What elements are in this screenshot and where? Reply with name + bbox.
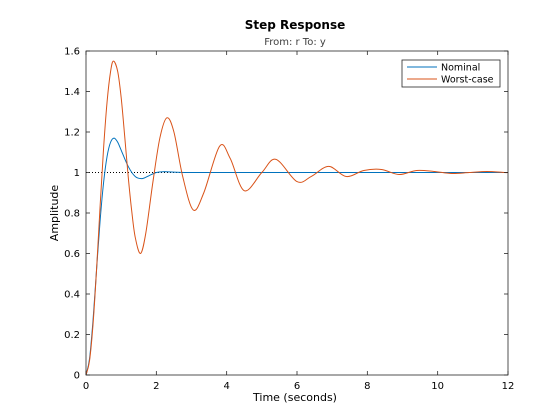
y-tick-label: 1.2 — [64, 128, 80, 139]
chart-subtitle: From: r To: y — [264, 37, 326, 48]
x-tick-label: 4 — [223, 381, 229, 392]
plot-area — [86, 51, 508, 375]
x-axis-label: Time (seconds) — [252, 391, 337, 404]
series-line-nominal — [85, 137, 508, 376]
y-tick-label: 0.2 — [64, 330, 80, 341]
y-tick-label: 1.6 — [64, 47, 80, 58]
y-tick-label: 0.4 — [64, 290, 80, 301]
x-tick-label: 2 — [153, 381, 159, 392]
y-tick-label: 1.4 — [64, 87, 80, 98]
x-tick-label: 6 — [294, 381, 300, 392]
legend-label-worst-case: Worst-case — [441, 75, 494, 86]
legend-label-nominal: Nominal — [441, 63, 480, 74]
x-tick-label: 0 — [83, 381, 89, 392]
y-tick-label: 0 — [74, 371, 80, 382]
y-tick-label: 0.8 — [64, 209, 80, 220]
x-tick-label: 12 — [502, 381, 515, 392]
legend: Nominal Worst-case — [401, 59, 501, 88]
x-tick-label: 8 — [364, 381, 370, 392]
y-tick-label: 1 — [74, 168, 80, 179]
y-tick-label: 0.6 — [64, 249, 80, 260]
series-line-worst-case — [85, 60, 509, 376]
axis-ticks: 0 2 4 6 8 10 12 0 0.2 0.4 0.6 0.8 1 1.2 1.4 1.6 — [64, 47, 514, 393]
series-layer — [85, 60, 509, 376]
y-axis-label: Amplitude — [48, 185, 61, 242]
chart-title: Step Response — [245, 18, 345, 32]
x-tick-label: 10 — [431, 381, 444, 392]
legend-box — [401, 59, 501, 88]
